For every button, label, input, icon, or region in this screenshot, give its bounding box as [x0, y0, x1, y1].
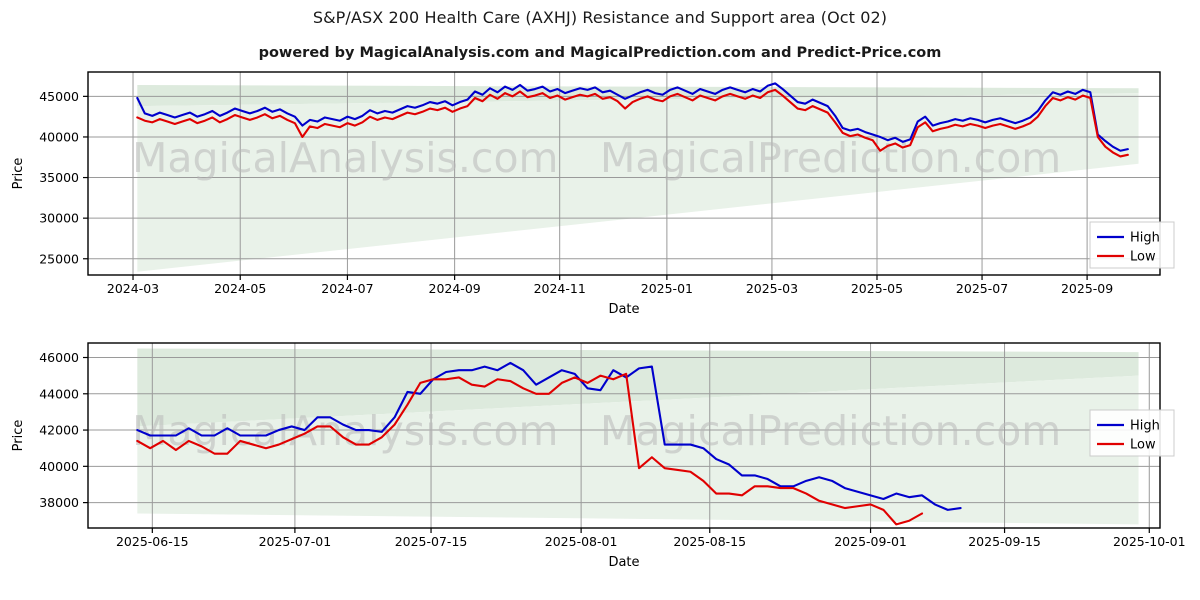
y-tick-label: 35000 — [39, 170, 79, 185]
data-group — [136, 82, 1129, 158]
y-tick-label: 45000 — [39, 89, 79, 104]
x-tick-label: 2024-05 — [214, 281, 266, 296]
x-tick-label: 2025-07-01 — [259, 534, 332, 549]
chart-svg-bottom: MagicalAnalysis.com MagicalPrediction.com… — [11, 342, 1186, 570]
y-tick-label: 42000 — [39, 423, 79, 438]
x-tick-label: 2025-01 — [641, 281, 693, 296]
resistance-band — [137, 84, 1139, 107]
x-tick-label: 2025-09-01 — [834, 534, 907, 549]
page-subtitle: powered by MagicalAnalysis.com and Magic… — [258, 45, 942, 61]
legend-group: High Low — [1089, 221, 1175, 269]
x-tick-label: 2024-11 — [534, 281, 586, 296]
resistance-band — [137, 348, 1139, 427]
band-group — [137, 348, 1139, 525]
x-tick-label: 2025-05 — [851, 281, 903, 296]
legend-group: High Low — [1089, 409, 1175, 457]
chart-svg-top: MagicalAnalysis.com MagicalPrediction.com… — [11, 71, 1175, 317]
y-tick-label: 25000 — [39, 251, 79, 266]
data-group — [136, 361, 962, 526]
axis-group: 38000 40000 42000 44000 46000 2025-06-15 2025-… — [11, 342, 1186, 570]
legend-box — [1089, 409, 1175, 457]
watermark-text: MagicalAnalysis.com — [132, 134, 559, 182]
y-tick-label: 46000 — [39, 350, 79, 365]
x-axis-title: Date — [608, 302, 639, 317]
y-axis-title: Price — [11, 158, 26, 190]
legend-label-low: Low — [1130, 438, 1156, 453]
page-title: S&P/ASX 200 Health Care (AXHJ) Resistanc… — [312, 8, 888, 27]
watermark-group: MagicalAnalysis.com MagicalPrediction.com — [132, 134, 1061, 182]
x-tick-label: 2024-03 — [107, 281, 159, 296]
x-tick-label: 2025-06-15 — [116, 534, 189, 549]
x-tick-label: 2025-09-15 — [968, 534, 1041, 549]
watermark-text: MagicalAnalysis.com — [132, 407, 559, 455]
axis-group: 25000 30000 35000 40000 45000 2024-03 2024-05 2… — [11, 71, 1161, 317]
x-tick-label: 2024-07 — [321, 281, 373, 296]
watermark-text: MagicalPrediction.com — [600, 134, 1061, 182]
x-tick-label: 2025-09 — [1061, 281, 1113, 296]
series-line-high — [136, 361, 962, 511]
support-band — [137, 375, 1139, 525]
watermark-group: MagicalAnalysis.com MagicalPrediction.com — [132, 407, 1061, 455]
x-tick-label: 2025-07 — [956, 281, 1008, 296]
series-line-low — [136, 372, 924, 526]
plot-border — [87, 71, 1161, 276]
y-tick-label: 38000 — [39, 495, 79, 510]
x-tick-label: 2025-07-15 — [395, 534, 468, 549]
legend-label-low: Low — [1130, 250, 1156, 265]
x-tick-label: 2025-08-01 — [545, 534, 618, 549]
legend-label-high: High — [1130, 419, 1160, 434]
x-tick-label: 2025-10-01 — [1113, 534, 1186, 549]
legend-box — [1089, 221, 1175, 269]
y-tick-label: 30000 — [39, 211, 79, 226]
series-line-high — [136, 82, 1129, 152]
x-axis-title: Date — [608, 555, 639, 570]
x-tick-label: 2025-03 — [746, 281, 798, 296]
x-tick-label: 2025-08-15 — [673, 534, 746, 549]
support-band — [137, 93, 1139, 272]
watermark-text: MagicalPrediction.com — [600, 407, 1061, 455]
band-group — [137, 84, 1139, 272]
y-tick-label: 40000 — [39, 129, 79, 144]
y-tick-label: 44000 — [39, 386, 79, 401]
gridline-group — [88, 72, 1160, 275]
series-line-low — [136, 88, 1129, 158]
x-tick-label: 2024-09 — [429, 281, 481, 296]
chart-panel-top: MagicalAnalysis.com MagicalPrediction.com… — [0, 62, 1200, 317]
gridline-group — [88, 343, 1160, 528]
y-axis-title: Price — [11, 420, 26, 452]
chart-panel-bottom: MagicalAnalysis.com MagicalPrediction.com… — [0, 325, 1200, 600]
legend-label-high: High — [1130, 231, 1160, 246]
y-tick-label: 40000 — [39, 459, 79, 474]
